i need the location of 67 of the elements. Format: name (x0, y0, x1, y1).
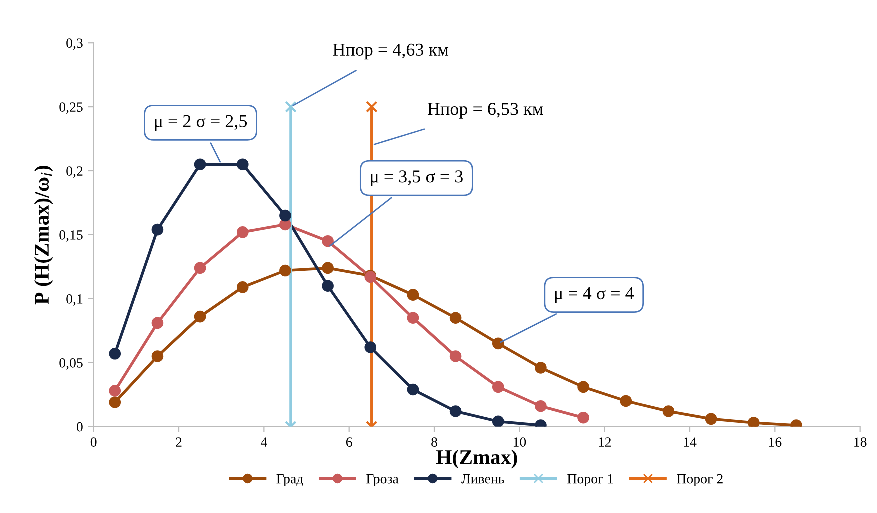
x-tick-label: 2 (176, 438, 182, 447)
x-tick-label: 14 (684, 438, 697, 447)
point (705, 413, 718, 426)
point (109, 396, 122, 408)
point (407, 384, 420, 396)
point (535, 362, 547, 374)
legend-label: Порог 1 (568, 474, 614, 487)
x-tick-label: 4 (260, 438, 268, 447)
point (280, 210, 292, 222)
point (236, 158, 249, 171)
y-tick-label: 0,1 (66, 294, 83, 306)
point (662, 406, 675, 418)
x-tick-label: 8 (432, 438, 438, 448)
legend-label: Ливень (462, 474, 504, 484)
point (152, 350, 164, 362)
y-tick-label: 0,05 (60, 358, 83, 370)
point (109, 348, 122, 360)
point (152, 317, 164, 330)
point (450, 312, 462, 324)
x-tick-label: 6 (346, 438, 352, 448)
x-tick-label: 12 (599, 438, 612, 447)
point (109, 385, 122, 397)
point (407, 289, 420, 301)
point (620, 395, 632, 408)
point (194, 158, 206, 171)
point (492, 416, 504, 427)
point (748, 417, 760, 427)
x-tick-label: 18 (854, 438, 867, 448)
x-tick-label: 10 (514, 438, 526, 448)
y-tick-label: 0,25 (60, 102, 83, 114)
legend-label: Порог 2 (677, 474, 723, 487)
point (407, 312, 420, 324)
y-tick-label: 0,2 (66, 166, 83, 178)
legend-label: Град (276, 474, 304, 487)
annotation: Нпор = 6,53 км (428, 103, 544, 119)
point (280, 264, 292, 277)
x-tick-label: 0 (90, 438, 97, 448)
y-axis-title: P (H(Zmax)/ω$_{i}$) (34, 166, 54, 305)
annotation: μ = 4 σ = 4 (555, 288, 634, 304)
point (322, 262, 334, 274)
point (492, 338, 504, 350)
x-axis-title: H(Zmax) (436, 450, 518, 469)
annotation: μ = 2 σ = 2,5 (155, 115, 248, 132)
point (578, 381, 590, 394)
point (578, 412, 590, 424)
point (152, 224, 164, 236)
point (285, 101, 297, 113)
y-tick-label: 0 (77, 422, 83, 432)
point (450, 350, 462, 362)
point (322, 280, 334, 292)
legend-label: Гроза (366, 474, 399, 487)
point (364, 342, 377, 354)
point (194, 310, 206, 323)
point (236, 281, 249, 294)
point (322, 235, 334, 248)
annotation: μ = 3,5 σ = 3 (371, 170, 463, 186)
x-tick-label: 16 (769, 438, 782, 448)
point (450, 406, 462, 418)
point (535, 400, 547, 412)
point (236, 226, 249, 238)
point (194, 262, 206, 274)
annotation: Нпор = 4,63 км (333, 44, 449, 60)
point (366, 101, 378, 113)
y-tick-label: 0,15 (60, 230, 83, 242)
y-tick-label: 0,3 (66, 38, 83, 50)
point (280, 218, 292, 231)
point (492, 381, 504, 394)
